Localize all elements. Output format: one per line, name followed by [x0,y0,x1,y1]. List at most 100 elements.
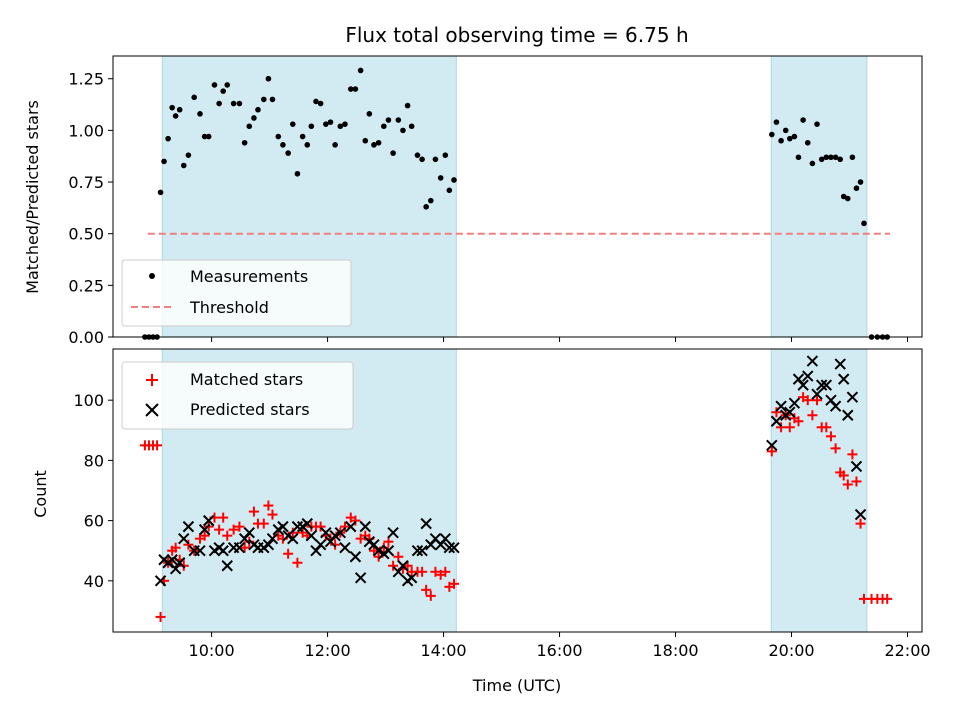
bottom-y-tick-label: 60 [84,512,104,531]
measurement-point [211,82,218,88]
measurement-point [251,115,257,121]
matched-stars-point [417,566,428,577]
measurement-point [299,133,306,140]
measurement-point [323,121,329,127]
measurement-point [832,154,839,161]
measurement-point [773,119,780,125]
predicted-stars-point [359,520,371,533]
predicted-stars-point [397,560,409,572]
measurement-point [260,96,267,103]
measurement-point [176,106,183,113]
matched-stars-point [421,584,432,595]
predicted-stars-point [850,460,863,473]
predicted-stars-point [770,415,783,427]
top-y-axis-label: Matched/Predicted stars [23,100,42,294]
predicted-stars-point [221,560,233,572]
measurement-point [786,135,793,142]
predicted-stars-point [775,400,787,412]
measurement-point [853,185,860,192]
matched-stars-point [812,395,823,406]
predicted-stars-point [166,554,178,566]
measurement-point [327,119,334,125]
top-series-marks [142,67,891,340]
matched-stars-point [234,521,245,532]
measurement-point [795,154,802,161]
top-axes-frame [112,55,923,338]
predicted-stars-point [405,572,418,584]
bottom-x-tick-label: 22:00 [884,641,930,660]
measurement-point [814,121,820,127]
measurement-point [236,100,243,107]
predicted-stars-point [829,400,842,412]
top-y-tick-label: 0.75 [68,173,104,192]
bottom-y-tick-label: 40 [84,572,104,591]
legend-measurements-marker [149,273,155,279]
bottom-y-axis-label: Count [31,470,50,518]
predicted-stars-point [420,517,432,530]
measurement-point [849,154,856,161]
predicted-stars-point [243,526,255,539]
measurement-point [246,123,253,130]
matched-stars-point [248,506,259,517]
matched-stars-point [784,422,795,433]
matched-stars-point [793,416,804,427]
predicted-stars-point [305,529,318,542]
matched-stars-point [766,446,777,457]
predicted-stars-point [788,397,801,409]
legend-matched-label: Matched stars [190,370,303,389]
matched-stars-point [350,515,361,526]
matched-stars-point [776,422,787,433]
predicted-stars-point [301,517,313,530]
measurement-point [768,131,775,138]
predicted-stars-point [345,520,357,533]
measurement-point [224,82,231,88]
matched-stars-point [821,422,832,433]
bottom-x-tick-label: 10:00 [189,641,235,660]
predicted-stars-point [354,572,367,584]
legend-threshold-label: Threshold [189,298,269,317]
matched-stars-point [292,557,303,568]
measurement-point [844,195,851,202]
predicted-stars-point [217,545,229,557]
matched-stars-point [425,590,436,601]
predicted-stars-point [838,373,850,385]
bottom-series-marks [139,355,893,622]
top-y-tick-label: 0.50 [68,225,104,244]
measurement-point [289,121,296,127]
predicted-stars-point [439,532,452,545]
measurement-point [428,197,434,204]
measurement-point [180,162,187,169]
measurement-point [395,117,402,123]
top-y-tick-label: 0.25 [68,276,104,295]
predicted-stars-point [784,406,796,418]
predicted-stars-point [372,545,385,557]
bottom-x-tick-label: 16:00 [536,641,582,660]
measurement-point [385,117,392,123]
predicted-stars-point [797,379,809,391]
top-legend-box [121,259,352,327]
predicted-stars-point [334,526,347,539]
measurement-point [280,142,286,148]
measurement-point [419,156,425,163]
predicted-stars-point [314,538,327,551]
predicted-stars-point [198,523,211,536]
bottom-y-ticks: 40 60 80 100 [73,391,113,591]
measurement-point [861,220,867,227]
count-panel: 40 60 80 100 10:00 12:00 14:00 16:00 18:00 20:00… [31,348,931,695]
measurement-point [241,139,248,146]
measurement-point [400,127,406,134]
predicted-stars-point [802,370,814,382]
measurement-point [375,139,382,146]
matched-stars-point [258,518,269,529]
matched-stars-point [851,476,862,487]
matched-stars-point [440,566,451,577]
measurement-point [782,127,789,134]
matched-stars-point [214,524,225,535]
matched-stars-point [842,479,853,490]
measurement-point [269,96,276,103]
predicted-stars-point [154,575,167,587]
predicted-stars-point [277,520,289,533]
measurement-point [201,133,208,140]
measurement-point [347,86,354,92]
